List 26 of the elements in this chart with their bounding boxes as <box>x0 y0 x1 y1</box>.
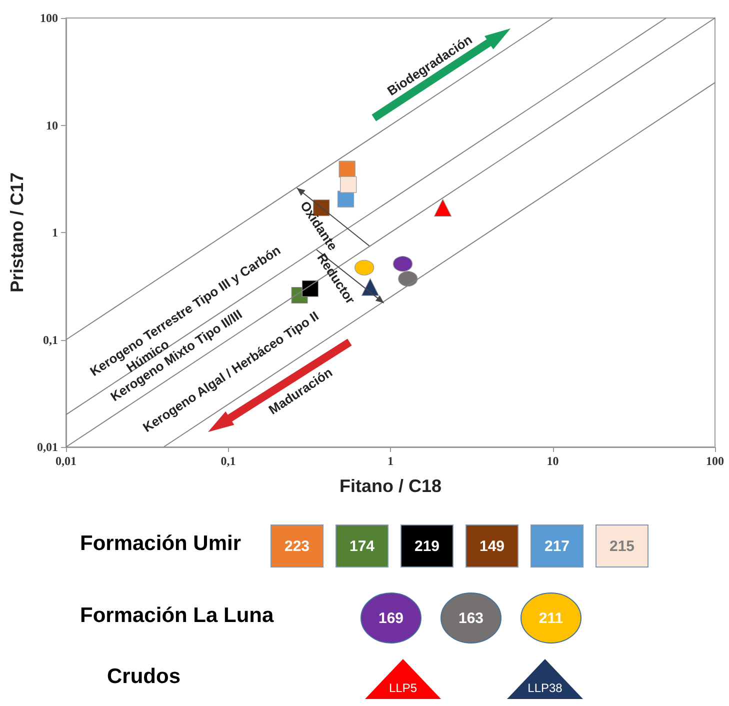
text: 169 <box>378 610 404 627</box>
y-tick-label: 100 <box>40 11 58 25</box>
text: 219 <box>414 538 440 555</box>
text: LLP5 <box>388 681 418 695</box>
text: 149 <box>479 538 505 555</box>
text: Crudos <box>107 665 180 689</box>
x-tick-label: 0,1 <box>220 454 236 468</box>
text: LLP38 <box>528 681 563 695</box>
x-tick-label: 10 <box>546 454 559 468</box>
y-tick-label: 10 <box>46 118 58 132</box>
text: 223 <box>284 538 310 555</box>
x-tick-label: 1 <box>388 454 394 468</box>
text: 215 <box>609 538 635 555</box>
x-axis-title: Fitano / C18 <box>339 476 442 496</box>
y-tick-label: 1 <box>52 226 58 240</box>
x-tick-label: 0,01 <box>56 454 76 468</box>
text: Formación La Luna <box>80 604 274 628</box>
y-tick-label: 0,1 <box>43 332 58 347</box>
text: 211 <box>538 610 564 627</box>
text: 163 <box>458 610 484 627</box>
x-tick-label: 100 <box>706 454 724 468</box>
y-tick-label: 0,01 <box>37 440 58 454</box>
y-axis-title: Pristano / C17 <box>7 172 27 293</box>
text: Formación Umir <box>80 532 242 556</box>
text: 174 <box>349 538 376 555</box>
text: 217 <box>544 538 570 555</box>
